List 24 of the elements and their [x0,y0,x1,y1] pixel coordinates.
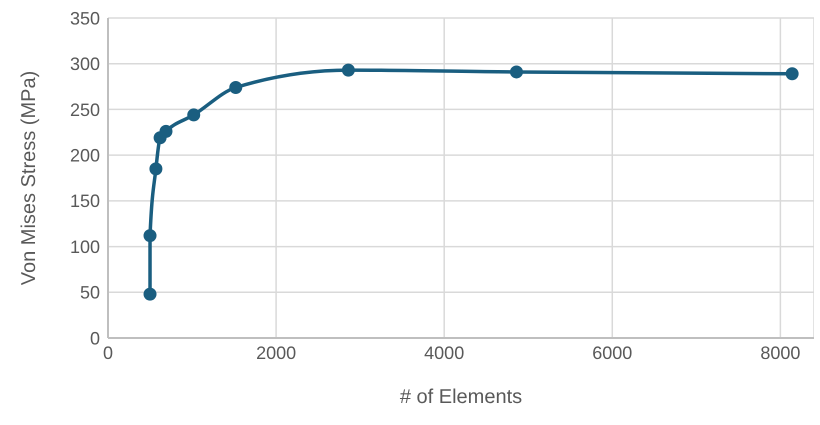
x-tick-label: 4000 [424,342,464,363]
point [159,124,172,138]
y-tick-label: 50 [80,282,100,303]
point [149,162,162,176]
point [144,229,157,242]
x-tick-label: 8000 [760,342,800,363]
x-tick-label: 2000 [256,342,296,363]
point [786,67,799,80]
y-axis-title: Von Mises Stress (MPa) [18,70,40,286]
x-tick-label: 0 [102,342,114,363]
y-tick-label: 100 [70,236,100,257]
y-tick-label: 150 [70,191,100,212]
y-tick-label: 0 [90,328,100,348]
point [187,108,200,122]
point [144,288,157,301]
point [342,64,355,77]
point [229,80,242,94]
y-tick-label: 350 [70,8,100,28]
point [510,65,523,78]
x-tick-label: 6000 [592,342,632,363]
y-tick-label: 250 [70,100,100,120]
x-axis-title: # of Elements [400,386,522,408]
y-tick-label: 200 [70,146,100,166]
y-tick-label: 300 [70,54,100,74]
